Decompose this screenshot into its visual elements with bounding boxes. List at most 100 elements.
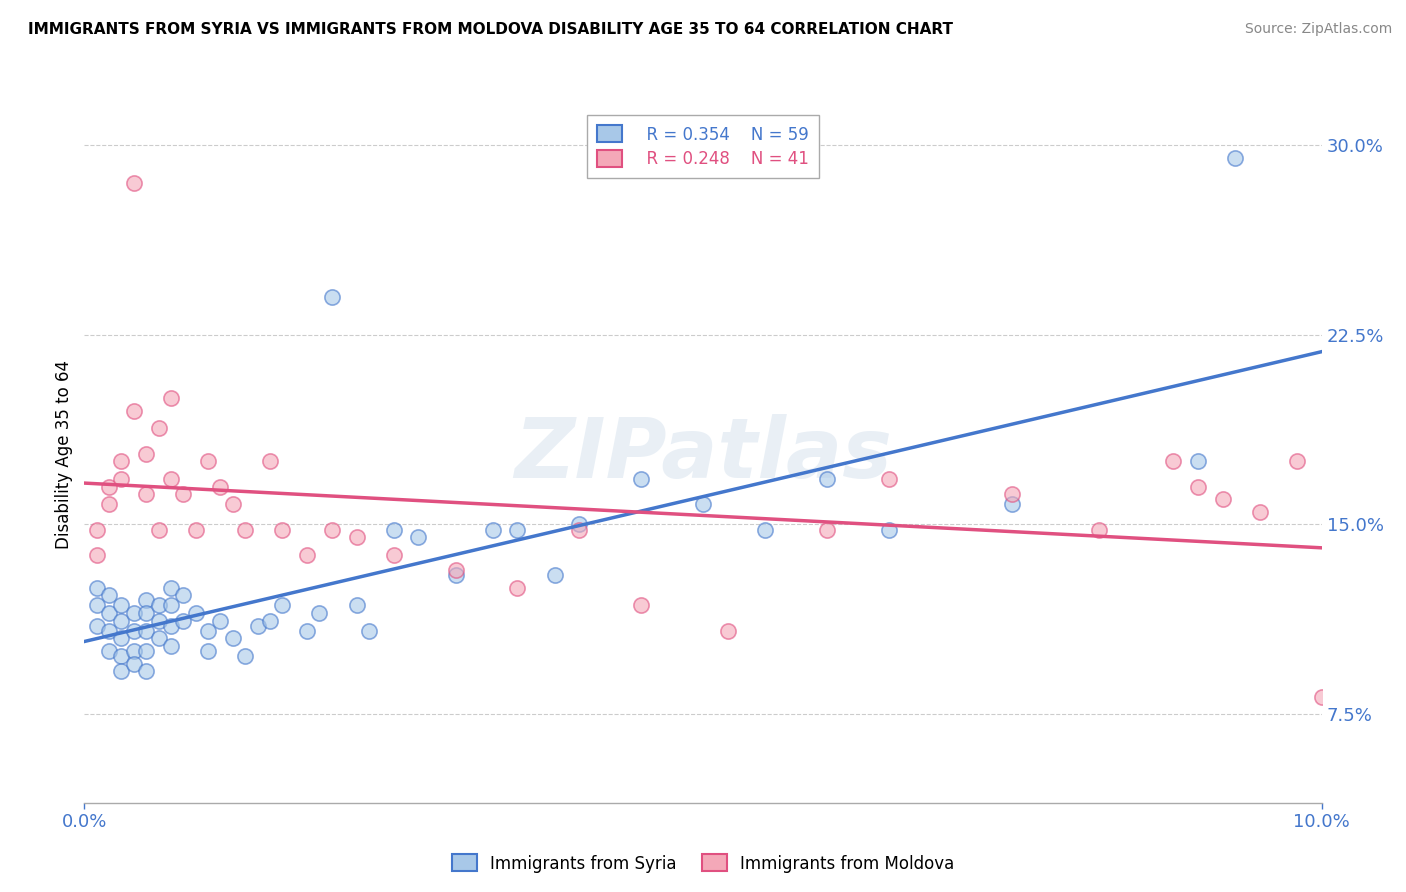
Point [172, 487, 194, 501]
Text: ZIPatlas: ZIPatlas [515, 415, 891, 495]
Point [86, 523, 108, 537]
Text: Source: ZipAtlas.com: Source: ZipAtlas.com [1244, 22, 1392, 37]
Point [135, 665, 157, 679]
Point [568, 523, 591, 537]
Point [1285, 454, 1308, 468]
Point [877, 472, 900, 486]
Point [160, 618, 183, 632]
Point [259, 614, 281, 628]
Point [184, 523, 207, 537]
Point [1161, 454, 1184, 468]
Point [568, 517, 591, 532]
Point [135, 447, 157, 461]
Point [1187, 479, 1209, 493]
Point [815, 472, 838, 486]
Point [86, 548, 108, 562]
Point [506, 581, 529, 595]
Point [346, 599, 368, 613]
Point [110, 632, 132, 646]
Point [86, 618, 108, 632]
Point [271, 599, 294, 613]
Point [160, 581, 183, 595]
Point [86, 581, 108, 595]
Point [148, 523, 170, 537]
Point [160, 391, 183, 405]
Point [717, 624, 740, 638]
Point [110, 599, 132, 613]
Point [122, 657, 145, 671]
Point [160, 472, 183, 486]
Point [1187, 454, 1209, 468]
Point [222, 632, 245, 646]
Point [148, 614, 170, 628]
Point [160, 639, 183, 653]
Point [135, 644, 157, 658]
Point [148, 421, 170, 435]
Point [692, 497, 714, 511]
Point [98, 588, 121, 602]
Point [321, 290, 343, 304]
Point [98, 606, 121, 620]
Point [172, 588, 194, 602]
Point [1001, 487, 1024, 501]
Point [122, 403, 145, 417]
Point [233, 523, 256, 537]
Point [110, 665, 132, 679]
Point [197, 644, 219, 658]
Point [122, 606, 145, 620]
Point [308, 606, 330, 620]
Point [172, 614, 194, 628]
Point [630, 472, 652, 486]
Point [135, 606, 157, 620]
Point [122, 176, 145, 190]
Legend: Immigrants from Syria, Immigrants from Moldova: Immigrants from Syria, Immigrants from M… [446, 847, 960, 880]
Point [135, 487, 157, 501]
Point [98, 497, 121, 511]
Point [122, 624, 145, 638]
Y-axis label: Disability Age 35 to 64: Disability Age 35 to 64 [55, 360, 73, 549]
Point [197, 624, 219, 638]
Point [543, 568, 565, 582]
Point [148, 632, 170, 646]
Point [754, 523, 776, 537]
Point [259, 454, 281, 468]
Point [382, 523, 405, 537]
Point [184, 606, 207, 620]
Point [815, 523, 838, 537]
Point [1088, 523, 1111, 537]
Point [222, 497, 245, 511]
Point [1223, 151, 1246, 165]
Point [98, 644, 121, 658]
Point [506, 523, 529, 537]
Point [357, 624, 380, 638]
Point [877, 523, 900, 537]
Point [1310, 690, 1333, 704]
Point [444, 563, 467, 577]
Point [1212, 492, 1234, 507]
Point [246, 618, 269, 632]
Point [110, 614, 132, 628]
Point [110, 648, 132, 663]
Point [160, 599, 183, 613]
Point [122, 644, 145, 658]
Point [444, 568, 467, 582]
Point [209, 479, 232, 493]
Point [408, 530, 430, 544]
Point [110, 454, 132, 468]
Legend:   R = 0.354    N = 59,   R = 0.248    N = 41: R = 0.354 N = 59, R = 0.248 N = 41 [588, 115, 818, 178]
Point [98, 479, 121, 493]
Point [209, 614, 232, 628]
Point [295, 624, 318, 638]
Point [135, 593, 157, 607]
Point [321, 523, 343, 537]
Point [197, 454, 219, 468]
Point [346, 530, 368, 544]
Point [481, 523, 503, 537]
Point [1249, 505, 1271, 519]
Point [148, 599, 170, 613]
Point [1001, 497, 1024, 511]
Text: IMMIGRANTS FROM SYRIA VS IMMIGRANTS FROM MOLDOVA DISABILITY AGE 35 TO 64 CORRELA: IMMIGRANTS FROM SYRIA VS IMMIGRANTS FROM… [28, 22, 953, 37]
Point [135, 624, 157, 638]
Point [98, 624, 121, 638]
Point [233, 648, 256, 663]
